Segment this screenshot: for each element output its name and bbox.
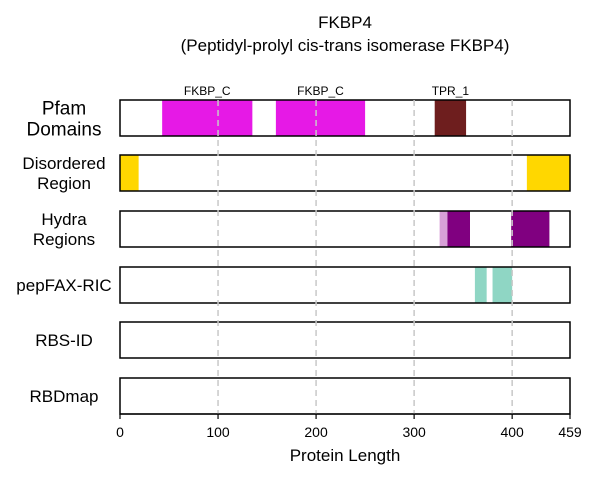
track: RBDmap <box>30 377 571 415</box>
domain-segment <box>275 100 366 136</box>
track: pepFAX-RIC <box>16 266 571 304</box>
domain-segment <box>511 211 550 247</box>
x-tick-label: 300 <box>402 424 426 440</box>
x-axis: 0 100 200 300 400 459 <box>116 413 582 440</box>
track-label: RBS-ID <box>35 331 93 350</box>
track-label: Pfam <box>42 98 86 119</box>
domain-segment <box>439 211 448 247</box>
x-tick-label: 459 <box>558 424 582 440</box>
track-border <box>119 321 571 359</box>
domain-segment <box>474 267 487 303</box>
domain-segment <box>492 267 513 303</box>
track-border <box>119 99 571 137</box>
track-label: Regions <box>33 230 95 249</box>
track-label: Disordered <box>22 154 105 173</box>
track: RBS-ID <box>35 321 571 359</box>
tracks-layer: FKBP_C FKBP_C TPR_1PfamDomainsDisorderedRe… <box>16 84 571 415</box>
x-axis-label: Protein Length <box>290 446 401 465</box>
domain-segment <box>526 155 570 191</box>
x-tick-label: 200 <box>304 424 328 440</box>
domain-segment <box>434 100 467 136</box>
track-label: pepFAX-RIC <box>16 276 111 295</box>
track-background <box>120 155 570 191</box>
track-border <box>119 154 571 192</box>
track-border <box>119 266 571 304</box>
domain-segment <box>162 100 253 136</box>
domain-label: TPR_1 <box>432 84 470 98</box>
track-label: Region <box>37 174 91 193</box>
track-background <box>120 378 570 414</box>
track-background <box>120 322 570 358</box>
x-tick-label: 400 <box>500 424 524 440</box>
domain-segment <box>120 155 139 191</box>
track-label: RBDmap <box>30 387 99 406</box>
domain-label: FKBP_C <box>297 84 344 98</box>
grid-layer <box>217 100 513 414</box>
domain-segment <box>447 211 470 247</box>
track-border <box>119 210 571 248</box>
chart-title: FKBP4 <box>318 13 372 32</box>
x-tick-label: 100 <box>206 424 230 440</box>
domain-label: FKBP_C <box>184 84 231 98</box>
track-label: Hydra <box>41 210 87 229</box>
track-label: Domains <box>27 119 102 140</box>
track-background <box>120 211 570 247</box>
x-tick-label: 0 <box>116 424 124 440</box>
chart-subtitle: (Peptidyl-prolyl cis-trans isomerase FKB… <box>181 36 510 55</box>
